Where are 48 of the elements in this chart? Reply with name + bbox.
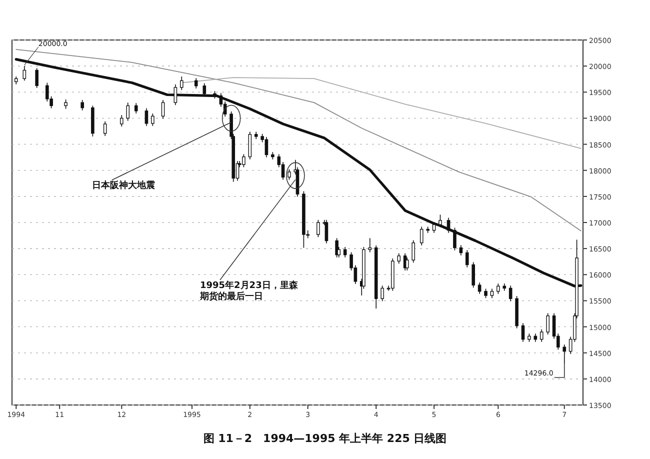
candlestick [288, 168, 291, 180]
candlestick [412, 240, 416, 264]
candlestick [194, 78, 198, 89]
candlestick [264, 136, 268, 158]
candlestick [397, 252, 401, 264]
candlestick [242, 154, 246, 168]
candlestick [484, 288, 488, 299]
candlestick [248, 131, 252, 160]
candlestick [446, 217, 450, 234]
candlestick [478, 282, 482, 294]
candlestick [180, 76, 184, 90]
candlestick [202, 82, 206, 97]
candlestick [144, 108, 148, 126]
candlestick [432, 222, 436, 234]
candlestick [316, 219, 320, 238]
candlestick [438, 214, 442, 228]
candlestick [368, 238, 372, 253]
candlestick [126, 102, 130, 122]
candlestick [521, 322, 525, 342]
annotation: 日本阪神大地震 [92, 180, 155, 191]
candlestick [103, 120, 107, 136]
candlestick [508, 285, 512, 302]
text: 图 11－2 1994—1995 年上半年 225 日线图 [203, 432, 447, 445]
candlestick [546, 312, 550, 336]
candlestick [35, 68, 38, 88]
candlestick [134, 102, 138, 114]
line-series [16, 48, 582, 232]
candlestick [472, 262, 475, 288]
candlestick [465, 250, 469, 268]
candlestick [46, 82, 49, 102]
candlestick [80, 100, 84, 111]
candlestick [453, 227, 456, 251]
candlestick [174, 84, 178, 106]
candlestick [562, 344, 566, 364]
candlestick [380, 285, 384, 302]
line-series [181, 77, 582, 149]
candlestick [496, 283, 500, 294]
candlestick [161, 100, 165, 120]
candlestick [459, 244, 463, 256]
candlestick [120, 114, 124, 127]
candlestick [490, 288, 494, 299]
annotation: 1995年2月23日，里森期货的最后一日 [199, 280, 299, 302]
candlestick [22, 66, 26, 82]
candlestick [151, 113, 154, 126]
candlestick [420, 226, 424, 246]
candlestick [64, 99, 68, 110]
candlestick [540, 328, 544, 342]
candlestick [406, 257, 409, 271]
